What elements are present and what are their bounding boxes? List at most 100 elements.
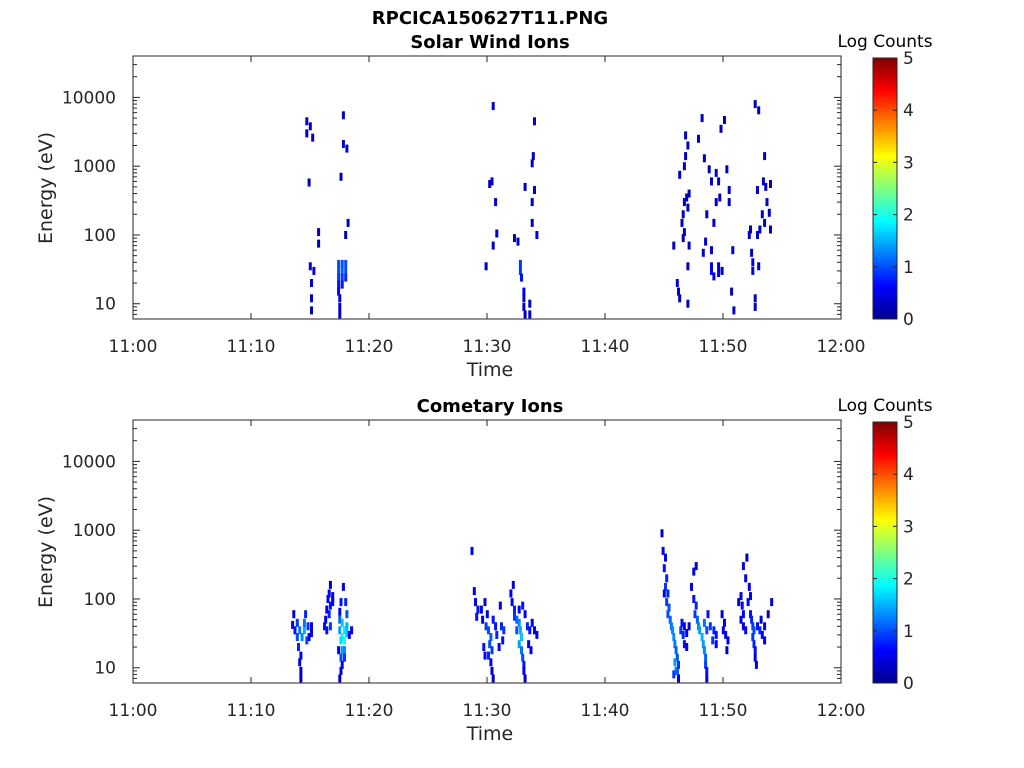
heatmap-cell	[340, 280, 344, 289]
heatmap-cell	[495, 229, 499, 238]
heatmap-cell	[306, 622, 310, 631]
panel-title-cometary: Cometary Ions	[417, 396, 564, 417]
heatmap-cells-cometary	[291, 529, 774, 683]
heatmap-cell	[710, 177, 713, 186]
heatmap-cell	[660, 529, 664, 538]
heatmap-cell	[672, 241, 676, 250]
heatmap-cell	[714, 168, 718, 177]
heatmap-cell	[484, 622, 488, 631]
heatmap-cell	[528, 626, 532, 635]
heatmap-cell	[727, 198, 731, 207]
heatmap-cell	[308, 262, 312, 271]
y-axis-label-cometary: Energy (eV)	[35, 496, 57, 608]
heatmap-cell	[712, 218, 716, 227]
heatmap-cell	[665, 598, 669, 607]
heatmap-cell	[474, 598, 477, 607]
heatmap-cell	[495, 630, 499, 639]
heatmap-cell	[498, 601, 502, 610]
heatmap-cell	[530, 159, 534, 168]
heatmap-cell	[751, 266, 755, 275]
heatmap-cell	[760, 210, 764, 219]
heatmap-cell	[695, 615, 699, 624]
heatmap-cell	[517, 640, 521, 649]
heatmap-cell	[479, 605, 483, 614]
heatmap-cell	[721, 626, 725, 635]
heatmap-cell	[664, 553, 667, 562]
heatmap-cell	[487, 651, 490, 660]
heatmap-cell	[678, 294, 682, 303]
heatmap-cell	[338, 615, 342, 624]
heatmap-cell	[525, 622, 529, 631]
heatmap-cell	[345, 144, 349, 153]
heatmap-cell	[531, 152, 535, 161]
heatmap-cell	[343, 636, 346, 645]
heatmap-cell	[753, 646, 757, 655]
heatmap-cell	[304, 610, 308, 619]
heatmap-cell	[694, 562, 698, 571]
heatmap-cell	[724, 630, 728, 639]
colorbar-solar-wind	[872, 57, 898, 320]
heatmap-cell	[685, 629, 689, 637]
y-tick-label: 1000	[73, 521, 116, 541]
heatmap-cell	[521, 653, 525, 662]
heatmap-cell	[345, 629, 349, 637]
colorbar-tick-label: 3	[903, 517, 914, 537]
heatmap-cell	[702, 154, 706, 163]
heatmap-cell	[757, 106, 761, 115]
heatmap-cell	[522, 294, 526, 303]
heatmap-cell	[677, 660, 680, 669]
y-tick-label: 10000	[62, 88, 116, 108]
heatmap-cell	[340, 273, 344, 282]
heatmap-cell	[326, 595, 330, 603]
heatmap-cell	[501, 636, 505, 645]
heatmap-cell	[491, 102, 495, 110]
heatmap-cell	[520, 633, 523, 641]
heatmap-cell	[692, 567, 696, 576]
heatmap-cell	[704, 653, 708, 662]
y-tick-label: 100	[84, 590, 116, 610]
x-axis-label-solar-wind: Time	[466, 359, 514, 381]
heatmap-cell	[338, 310, 342, 319]
heatmap-cell	[752, 640, 756, 649]
heatmap-cell	[753, 100, 757, 109]
heatmap-cell	[686, 299, 690, 308]
heatmap-cell	[490, 666, 494, 675]
heatmap-cell	[705, 626, 709, 635]
heatmap-cell	[677, 287, 680, 296]
heatmap-cell	[483, 651, 487, 660]
heatmap-cell	[337, 646, 341, 655]
colorbar-ticks-cometary: 0 1 2 3 4 5	[873, 413, 914, 694]
x-tick-label: 11:10	[227, 337, 276, 357]
heatmap-cell	[701, 640, 705, 649]
heatmap-cell	[308, 122, 312, 131]
heatmap-cell	[331, 592, 335, 601]
heatmap-cell	[475, 612, 479, 621]
heatmap-cell	[491, 241, 495, 250]
heatmap-cell	[341, 582, 345, 591]
heatmap-cell	[747, 582, 751, 591]
heatmap-cell	[515, 615, 519, 624]
x-ticks-solar-wind: 11:00 11:10 11:20 11:30 11:40 11:50 12:00	[109, 56, 866, 357]
heatmap-cell	[700, 633, 704, 641]
heatmap-cell	[523, 674, 527, 683]
colorbar-tick-label: 4	[903, 465, 914, 485]
heatmap-cell	[305, 129, 309, 138]
heatmap-cell	[494, 622, 498, 631]
heatmap-cell	[341, 111, 345, 120]
heatmap-cell	[732, 306, 736, 315]
heatmap-cell	[751, 633, 755, 641]
heatmap-cell	[754, 660, 758, 669]
heatmap-cell	[343, 653, 346, 662]
heatmap-cell	[681, 630, 685, 639]
heatmap-cell	[487, 626, 490, 635]
heatmap-cell	[344, 266, 348, 275]
heatmap-cell	[697, 134, 700, 143]
heatmap-cell	[749, 610, 752, 619]
heatmap-cell	[292, 610, 296, 619]
heatmap-cell	[530, 218, 534, 227]
heatmap-cell	[707, 165, 711, 174]
heatmap-cell	[476, 605, 480, 614]
colorbar-tick-label: 3	[903, 153, 914, 173]
colorbar-tick-label: 2	[903, 206, 914, 226]
heatmap-cell	[502, 626, 506, 635]
